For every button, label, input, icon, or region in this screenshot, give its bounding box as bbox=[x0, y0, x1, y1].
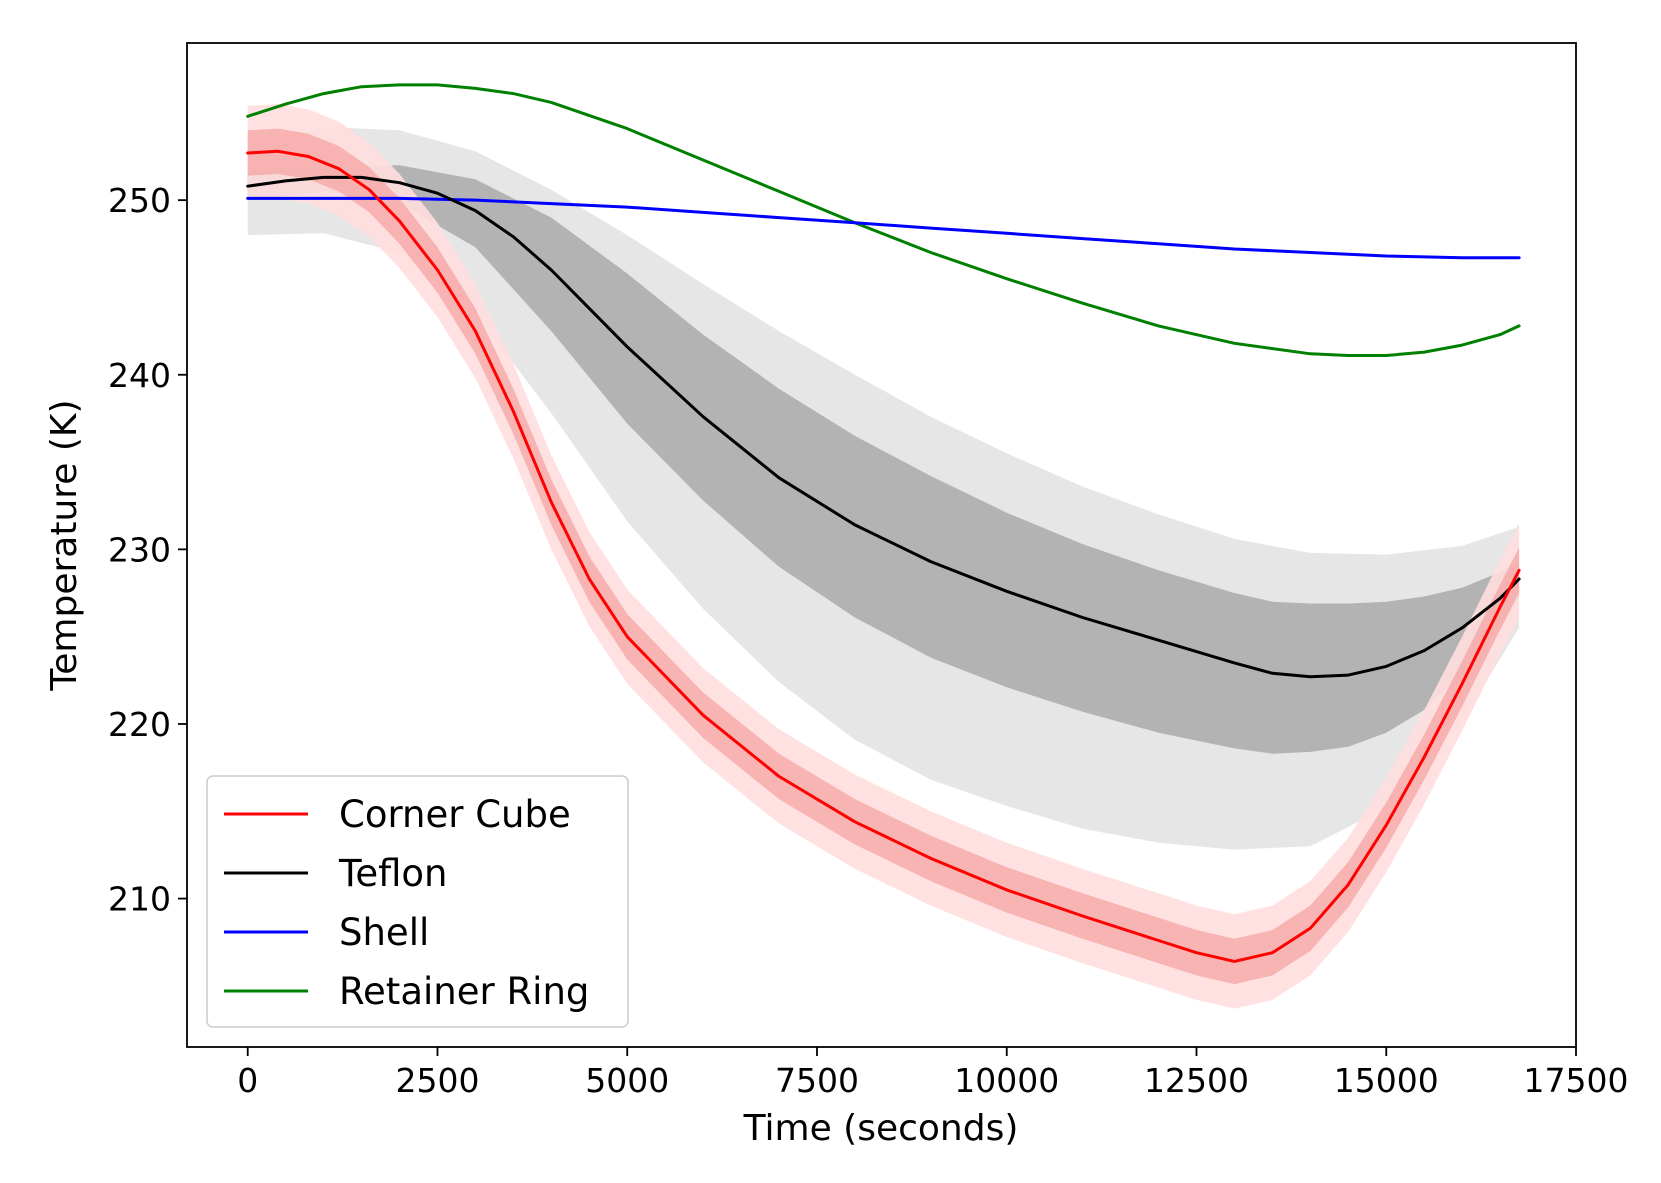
x-tick-label: 5000 bbox=[585, 1061, 669, 1100]
teflon-line bbox=[246, 175, 1521, 679]
legend: Corner Cube Teflon Shell Retainer Ring bbox=[206, 775, 629, 1028]
y-tick-label: 230 bbox=[108, 530, 171, 569]
x-tick-label: 0 bbox=[237, 1061, 258, 1100]
legend-label-retainer-ring: Retainer Ring bbox=[339, 970, 589, 1013]
legend-label-shell: Shell bbox=[339, 911, 429, 954]
x-tick-label: 2500 bbox=[395, 1061, 479, 1100]
plot-frame bbox=[186, 42, 1577, 1048]
legend-box bbox=[206, 775, 629, 1028]
x-axis-title: Time (seconds) bbox=[743, 1108, 1019, 1149]
corner-cube-line bbox=[246, 149, 1521, 963]
x-tick-label: 10000 bbox=[954, 1061, 1059, 1100]
y-tick-label: 250 bbox=[108, 181, 171, 220]
y-axis: 210 220 230 240 250 bbox=[108, 181, 187, 919]
x-tick-label: 12500 bbox=[1144, 1061, 1249, 1100]
y-tick-label: 220 bbox=[108, 705, 171, 744]
legend-label-corner-cube: Corner Cube bbox=[339, 793, 571, 836]
series-lines bbox=[246, 83, 1521, 963]
teflon-inner-band bbox=[247, 165, 1520, 754]
shell-line bbox=[246, 196, 1521, 260]
x-axis: 0 2500 5000 7500 10000 12500 15000 17500 bbox=[237, 1047, 1628, 1100]
x-tick-label: 15000 bbox=[1334, 1061, 1439, 1100]
y-axis-title: Temperature (K) bbox=[44, 399, 85, 691]
y-tick-label: 240 bbox=[108, 356, 171, 395]
x-tick-label: 7500 bbox=[775, 1061, 859, 1100]
x-tick-label: 17500 bbox=[1524, 1061, 1629, 1100]
legend-label-teflon: Teflon bbox=[338, 852, 447, 895]
corner-cube-inner-band bbox=[247, 128, 1520, 985]
y-tick-label: 210 bbox=[108, 880, 171, 919]
